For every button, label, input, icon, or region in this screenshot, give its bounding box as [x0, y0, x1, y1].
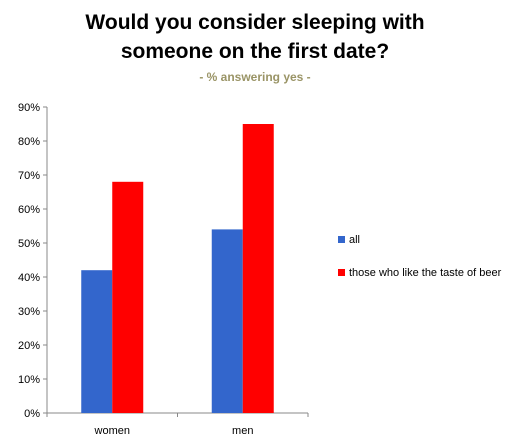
legend-item-beer: those who like the taste of beer: [338, 265, 509, 282]
x-tick-label: men: [232, 425, 253, 437]
legend-swatch-all: [338, 236, 345, 243]
y-tick-label: 20%: [18, 340, 40, 352]
y-tick-label: 10%: [18, 374, 40, 386]
y-tick-label: 50%: [18, 238, 40, 250]
y-tick-label: 90%: [18, 102, 40, 114]
chart-title-line-2: someone on the first date?: [120, 40, 390, 63]
bar-men-all: [211, 229, 243, 413]
y-tick-label: 0%: [24, 408, 40, 420]
legend-item-all: all: [338, 232, 509, 249]
y-tick-label: 40%: [18, 272, 40, 284]
chart-title: Would you consider sleeping with someone…: [0, 8, 510, 66]
chart-bars: [81, 124, 274, 413]
legend-label-all: all: [349, 234, 361, 246]
chart-subtitle: - % answering yes -: [199, 70, 311, 84]
x-tick-label: women: [94, 425, 130, 437]
y-tick-label: 70%: [18, 170, 40, 182]
bar-women-all: [81, 270, 113, 413]
legend-swatch-beer: [338, 269, 345, 276]
y-tick-label: 30%: [18, 306, 40, 318]
chart-title-line-1: Would you consider sleeping with: [85, 11, 425, 34]
chart-legend: all those who like the taste of beer: [338, 232, 509, 282]
legend-label-beer: those who like the taste of beer: [349, 267, 502, 279]
chart-tick-labels: 0% 10% 20% 30% 40% 50% 60% 70% 80% 90% women men: [18, 102, 253, 437]
bar-men-beer: [242, 124, 274, 413]
y-tick-label: 80%: [18, 136, 40, 148]
bar-women-beer: [112, 181, 144, 413]
y-tick-label: 60%: [18, 204, 40, 216]
